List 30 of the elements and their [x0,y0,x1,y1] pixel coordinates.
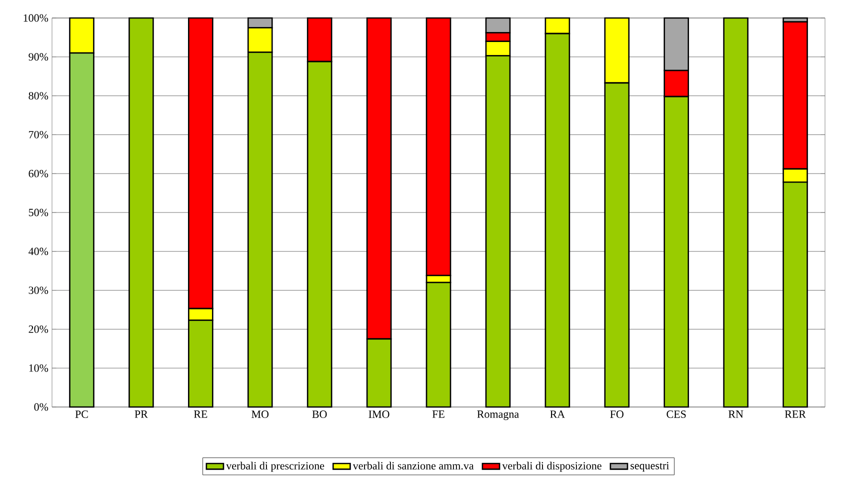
y-tick-label: 40% [28,248,48,256]
legend-label: verbali di disposizione [502,462,602,472]
y-tick-label: 50% [28,208,48,216]
x-tick-label: RA [550,410,565,418]
bar [128,17,154,408]
x-tick-label: FE [432,410,444,418]
legend-label: verbali di sanzione amm.va [352,462,474,470]
legend-label: sequestri [630,462,670,472]
x-tick-label: Romagna [477,410,519,420]
x-tick-label: RN [728,410,744,418]
y-tick-label: 30% [28,286,48,294]
y-tick-label: 70% [29,130,48,138]
x-tick-label: PC [75,410,88,418]
x-tick-label: RE [194,410,208,418]
y-tick-label: 10% [29,364,48,372]
y-tick-label: 0% [34,403,48,411]
y-tick-label: 90% [28,53,48,61]
y-tick-label: 100% [24,14,48,22]
y-tick-label: 20% [28,325,48,333]
y-tick-label: 60% [28,170,48,178]
x-tick-label: BO [312,410,327,418]
x-tick-label: RER [784,410,806,418]
legend-label: verbali di prescrizione [226,462,324,472]
x-tick-label: PR [134,410,148,418]
x-tick-label: FO [610,410,624,418]
x-tick-label: MO [252,410,269,418]
x-tick-label: IMO [368,410,390,418]
bar [723,17,748,408]
x-tick-label: CES [666,410,686,418]
y-tick-label: 80% [28,92,48,100]
